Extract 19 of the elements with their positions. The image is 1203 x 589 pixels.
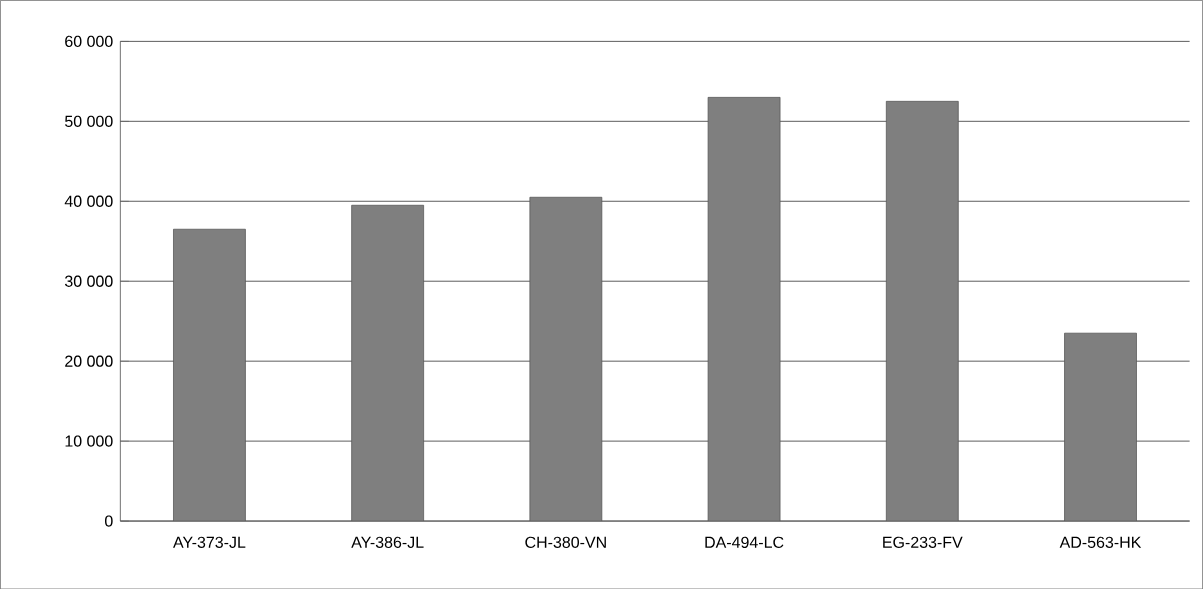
x-tick-label: EG-233-FV — [883, 536, 963, 548]
bar — [529, 196, 603, 521]
x-tick-label: AY-386-JL — [351, 536, 424, 548]
y-tick-label: 20 000 — [65, 355, 113, 367]
x-tick-label: CH-380-VN — [525, 536, 606, 548]
x-tick-label: AY-373-JL — [173, 536, 246, 548]
bar — [173, 228, 246, 521]
y-tick-label: 0 — [105, 515, 113, 527]
bar — [885, 100, 959, 521]
bar — [707, 96, 781, 521]
y-tick-label: 50 000 — [64, 115, 113, 127]
y-tick-label: 10 000 — [65, 435, 113, 447]
y-tick-label: 60 000 — [65, 35, 113, 47]
x-tick-label: AD-563-HK — [1059, 536, 1142, 548]
y-tick-label: 40 000 — [64, 195, 113, 207]
x-tick-label: DA-494-LC — [705, 536, 784, 548]
y-tick-label: 30 000 — [64, 275, 113, 287]
bar — [351, 204, 425, 521]
bar — [1064, 332, 1137, 521]
